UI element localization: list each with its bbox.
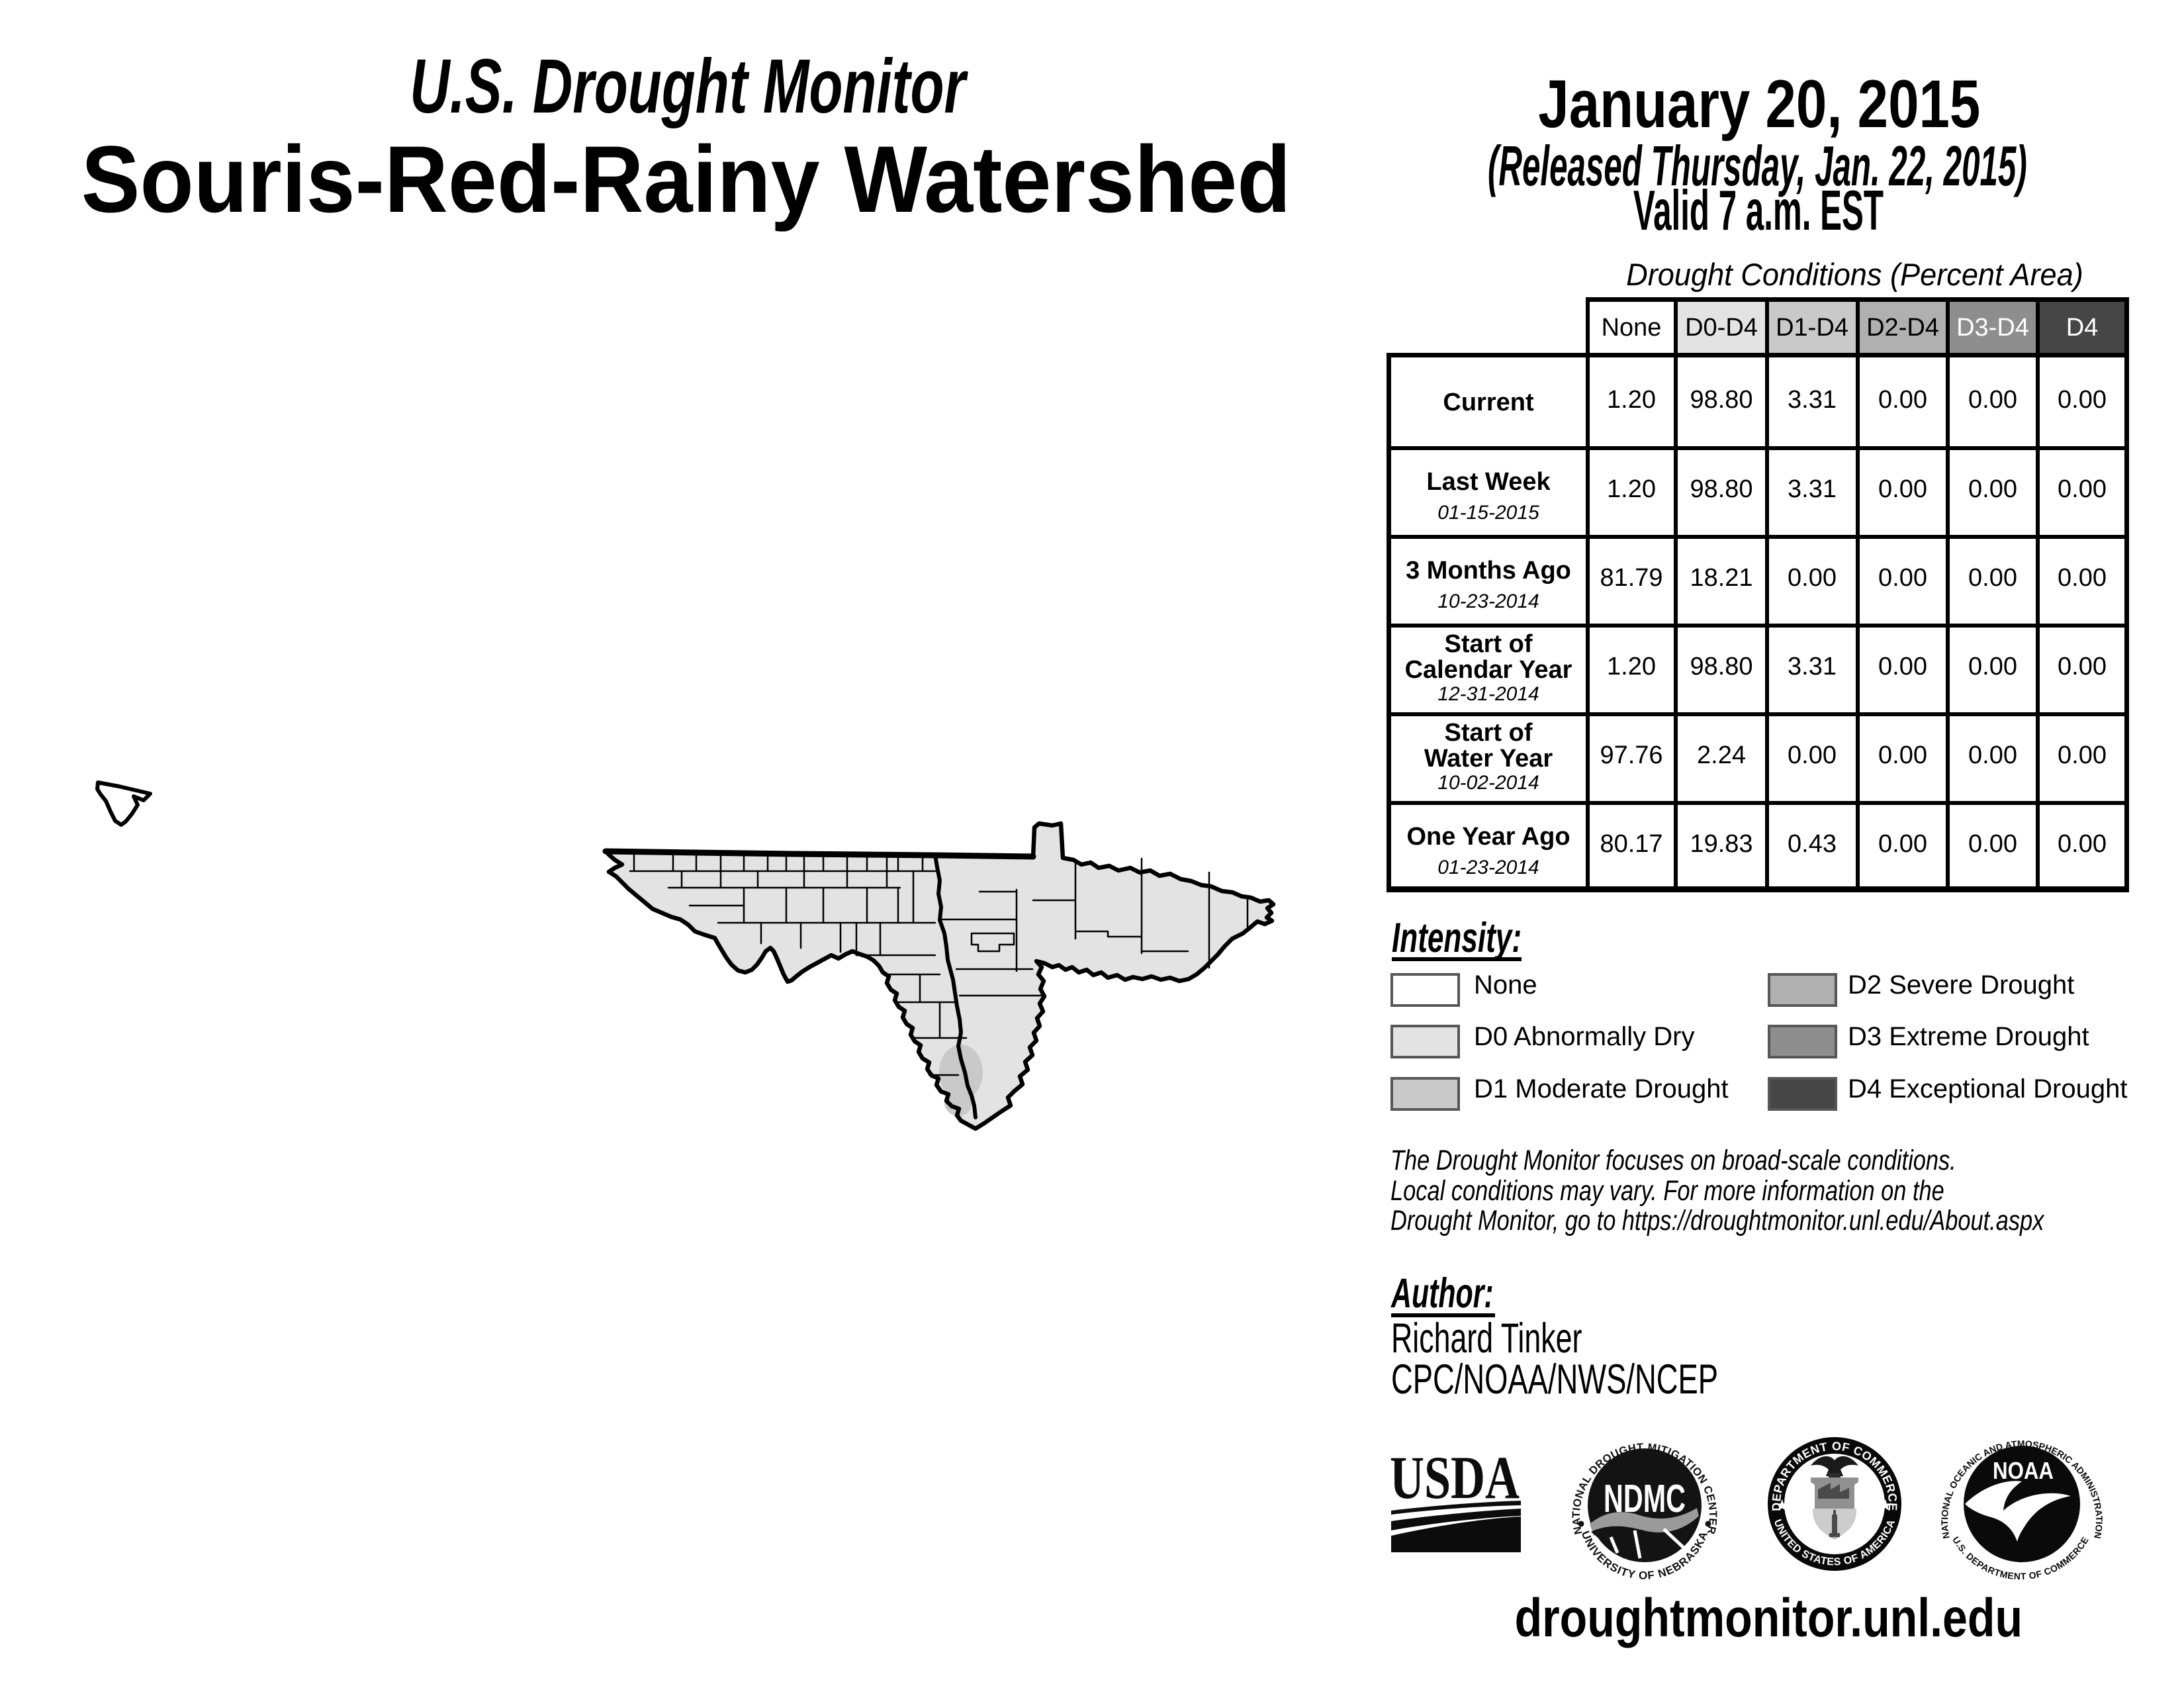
- svg-text:★: ★: [1878, 1497, 1893, 1515]
- svg-text:USDA: USDA: [1390, 1450, 1520, 1511]
- svg-text:NDMC: NDMC: [1604, 1477, 1686, 1521]
- svg-text:★: ★: [1775, 1497, 1790, 1515]
- svg-text:NOAA: NOAA: [1993, 1457, 2054, 1484]
